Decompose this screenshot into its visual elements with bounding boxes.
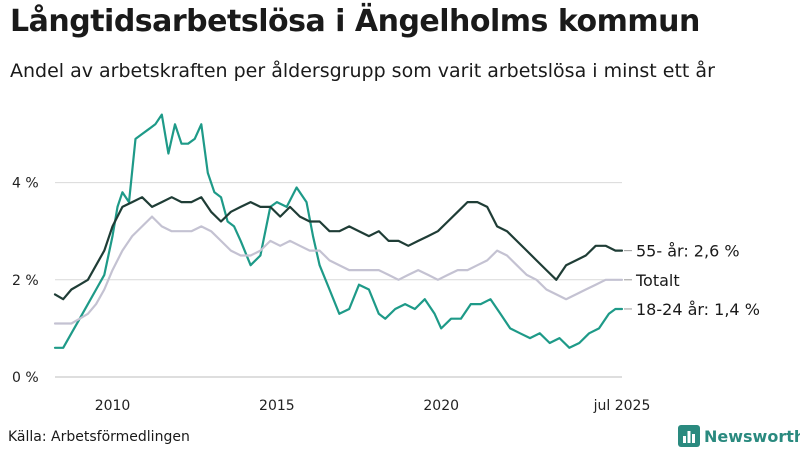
series-lines <box>53 113 624 349</box>
x-tick-label: 2015 <box>259 398 295 414</box>
grid-lines <box>55 182 622 378</box>
logo-text: Newsworthy <box>704 426 800 446</box>
x-tick-label: 2020 <box>423 398 459 414</box>
y-tick-label: 2 % <box>12 273 39 289</box>
y-tick-label: 0 % <box>12 370 39 386</box>
end-label-series_55: 55- år: 2,6 % <box>636 242 740 261</box>
series-line-series_55 <box>53 196 624 301</box>
chart-subtitle: Andel av arbetskraften per åldersgrupp s… <box>10 60 715 82</box>
end-label-series_18_24: 18-24 år: 1,4 % <box>636 300 760 319</box>
chart-title: Långtidsarbetslösa i Ängelholms kommun <box>10 4 700 39</box>
series-end-labels: 18-24 år: 1,4 % Totalt 55- år: 2,6 % <box>624 242 760 319</box>
newsworthy-logo[interactable]: Newsworthy <box>678 425 800 447</box>
end-label-series_total: Totalt <box>635 271 680 290</box>
series-line-series_total <box>53 215 624 325</box>
series-line-series_18_24 <box>53 113 624 349</box>
source-note: Källa: Arbetsförmedlingen <box>8 429 190 445</box>
x-tick-label: jul 2025 <box>593 398 651 414</box>
x-tick-label: 2010 <box>95 398 131 414</box>
y-tick-label: 4 % <box>12 176 39 192</box>
bar-chart-icon <box>678 425 700 447</box>
axis-tick-labels: 0 % 2 % 4 % 2010 2015 2020 jul 2025 <box>12 176 650 414</box>
